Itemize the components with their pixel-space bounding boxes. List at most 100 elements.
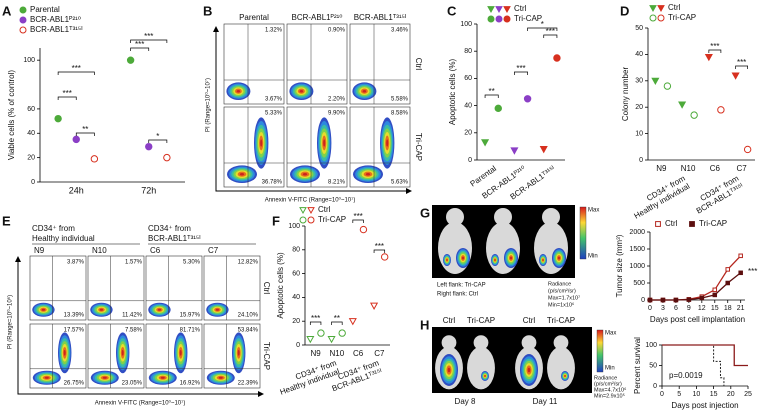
significance-bracket (735, 65, 748, 69)
quadrant-percent: 1.32% (265, 28, 283, 34)
legend-marker (307, 216, 315, 224)
significance-bracket (130, 39, 168, 43)
y-tick-label: 40 (635, 51, 643, 58)
x-axis-label: Days post injection (671, 401, 738, 410)
significance-label: *** (72, 64, 81, 73)
significance-label: *** (546, 27, 555, 36)
row-label: Ctrl (414, 58, 423, 71)
legend-label: Tri-CAP (668, 13, 696, 22)
quadrant-percent: 8.21% (328, 180, 346, 186)
legend-marker (495, 6, 503, 14)
y-tick-label: 10 (635, 130, 643, 137)
panel-letter: G (420, 205, 430, 220)
significance-bracket (373, 249, 386, 253)
density-contour (99, 308, 104, 311)
series-line (650, 272, 742, 301)
density-contour (102, 376, 107, 379)
quadrant-percent: 5.33% (265, 111, 283, 117)
legend-marker (655, 221, 661, 227)
quadrant-percent: 1.57% (125, 260, 143, 266)
quadrant-percent: 5.58% (391, 97, 409, 103)
flow-plot (29, 255, 87, 321)
column-label: BCR-ABL1ᵀ³¹⁵ᴵ (354, 13, 407, 22)
legend-marker (299, 216, 307, 224)
radiance-note: Max=1.7x10⁷ (548, 294, 580, 301)
x-tick-label: 5 (677, 391, 681, 398)
legend-label: Ctrl (514, 4, 527, 13)
significance-bracket (309, 321, 322, 325)
legend-marker (503, 6, 511, 14)
data-point (359, 225, 368, 234)
data-point (673, 297, 679, 303)
significance-bracket (75, 132, 95, 136)
significance-label: *** (710, 42, 719, 51)
density-contour (564, 375, 566, 377)
flow-plot (145, 255, 203, 321)
y-tick-label: 0 (639, 157, 643, 164)
quadrant-percent: 26.75% (64, 381, 85, 387)
y-axis-label: PI (Range=10⁰~10⁶) (7, 295, 14, 349)
x-tick-label: 18 (724, 305, 732, 312)
x-axis-label: Annexin V-FITC (Range=10⁰~10⁷) (265, 197, 356, 204)
x-tick-label: 25 (744, 391, 752, 398)
significance-label: ** (82, 125, 88, 134)
day-label: Day 8 (455, 397, 476, 406)
significance-label: * (541, 20, 544, 29)
y-tick-label: 100 (23, 57, 35, 64)
y-tick-label: 0 (468, 157, 472, 164)
density-contour (542, 259, 544, 261)
y-axis-label: Tumor size (mm³) (615, 234, 624, 297)
quadrant-percent: 24.10% (238, 313, 259, 319)
legend-marker (657, 14, 665, 22)
data-point (651, 77, 660, 86)
mouse-label: Tri-CAP (547, 316, 575, 325)
density-contour (299, 89, 304, 93)
legend-marker (495, 15, 503, 23)
y-tick-label: 0 (31, 179, 35, 186)
data-point (327, 335, 336, 344)
density-contour (302, 172, 308, 176)
y-tick-label: 2000 (629, 229, 645, 236)
significance-bracket (527, 27, 558, 31)
data-point (126, 56, 135, 64)
significance-bracket (543, 34, 558, 38)
significance-bracket (331, 321, 343, 325)
quadrant-percent: 7.58% (125, 328, 143, 334)
row-label: Tri-CAP (262, 342, 271, 370)
x-tick-label: C7 (737, 164, 748, 173)
y-tick-label: 50 (635, 25, 643, 32)
quadrant-percent: 15.97% (180, 313, 201, 319)
radiance-note: Min=2.9x10⁵ (594, 392, 625, 399)
density-contour (63, 349, 66, 356)
quadrant-percent: 3.46% (391, 28, 409, 34)
y-tick-label: 20 (292, 318, 300, 325)
significance-label: *** (311, 314, 320, 323)
y-tick-label: 40 (292, 294, 300, 301)
arrow-head (213, 26, 219, 32)
density-contour (510, 256, 512, 260)
x-tick-label: 12 (698, 305, 706, 312)
panel-letter: D (620, 3, 629, 18)
y-tick-label: 20 (464, 130, 472, 137)
x-tick-label: 3 (661, 305, 665, 312)
y-tick-label: 60 (464, 75, 472, 82)
quadrant-percent: 13.39% (64, 313, 85, 319)
radiance-note: (p/s/cm²/sr) (594, 381, 622, 387)
mouse-label: Ctrl (443, 316, 456, 325)
data-point (338, 329, 346, 337)
significance-label: *** (353, 212, 362, 221)
y-axis-label: Viable cells (% of control) (7, 70, 16, 160)
y-tick-label: 60 (27, 106, 35, 113)
quadrant-percent: 9.90% (328, 111, 346, 117)
data-point (317, 329, 325, 337)
y-tick-label: 1000 (629, 263, 645, 270)
x-tick-label: 0 (648, 305, 652, 312)
quadrant-percent: 2.20% (328, 97, 346, 103)
legend-label: Ctrl (665, 219, 678, 228)
legend-label: BCR-ABL1ᵀ³¹⁵ᴵ (30, 25, 83, 34)
legend-marker (307, 207, 315, 215)
data-point (712, 292, 718, 298)
data-point (494, 104, 502, 113)
legend-marker (649, 14, 657, 22)
quadrant-percent: 23.05% (122, 381, 143, 387)
